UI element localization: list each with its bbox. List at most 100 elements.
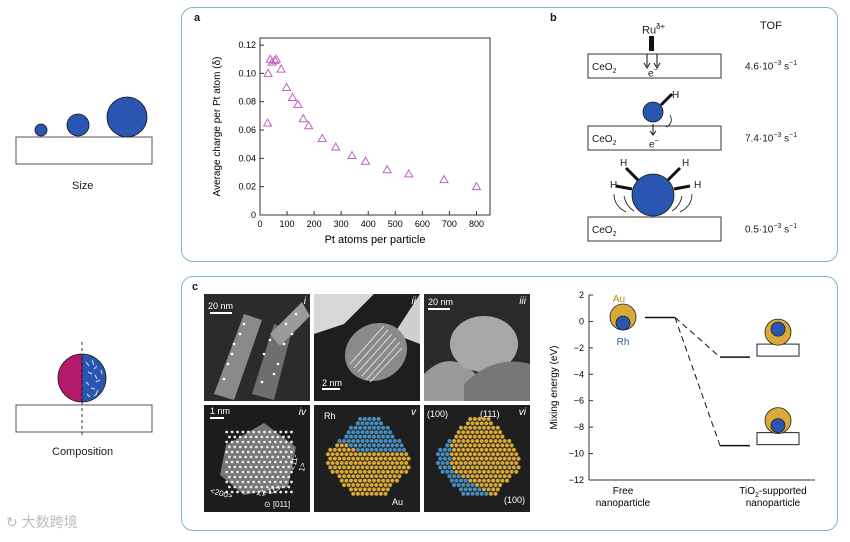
rh-atom xyxy=(435,451,441,457)
rh-atom xyxy=(442,456,448,461)
lattice-atom xyxy=(252,490,256,494)
h-label-3: H xyxy=(682,158,690,169)
au-atom xyxy=(332,456,338,461)
lattice-atom xyxy=(260,485,264,489)
rh-atom xyxy=(371,443,377,448)
lattice-atom xyxy=(276,485,280,489)
ru-label: Ruδ+ xyxy=(642,22,666,37)
au-atom xyxy=(495,460,501,466)
au-atom xyxy=(351,447,356,453)
rh-atom xyxy=(376,434,381,439)
micrograph-iii: iii 20 nm xyxy=(424,294,530,401)
rh-atom xyxy=(362,416,368,422)
lattice-atom xyxy=(241,490,245,494)
y-tick-label-a: 0.08 xyxy=(238,97,256,107)
au-atom xyxy=(369,473,374,479)
au-atom xyxy=(332,447,338,453)
au-atom xyxy=(479,429,484,435)
au-atom xyxy=(493,465,498,470)
au-atom xyxy=(513,469,519,475)
au-atom xyxy=(467,478,473,483)
data-point-a xyxy=(271,54,282,63)
au-atom xyxy=(364,465,370,470)
au-atom xyxy=(493,447,498,453)
au-atom xyxy=(344,469,349,475)
lattice-atom xyxy=(228,445,231,449)
lattice-atom xyxy=(273,430,277,434)
rh-atom xyxy=(449,469,455,475)
lattice-atom xyxy=(290,460,293,464)
au-atom xyxy=(484,482,489,488)
au-atom xyxy=(385,478,391,483)
rh-atom xyxy=(367,443,372,448)
au-atom xyxy=(374,473,379,479)
au-atom xyxy=(371,469,377,475)
au-atom xyxy=(334,451,340,457)
rh-atom xyxy=(341,438,347,444)
au-atom xyxy=(355,473,361,479)
rh-atom xyxy=(353,434,358,439)
au-atom xyxy=(339,460,345,466)
rh-atom xyxy=(360,429,365,435)
lattice-atom xyxy=(287,435,291,439)
lattice-atom xyxy=(268,490,272,494)
au-atom xyxy=(461,429,466,435)
au-atom xyxy=(403,460,409,466)
y-axis-label-c: Mixing energy (eV) xyxy=(549,346,560,430)
rh-atom xyxy=(461,482,466,488)
au-atom xyxy=(502,456,507,461)
au-atom xyxy=(495,487,501,492)
au-atom xyxy=(383,465,388,470)
rh-atom xyxy=(484,491,489,497)
h-label-5: H xyxy=(694,180,702,191)
rh-atom xyxy=(397,438,402,444)
au-atom xyxy=(486,460,491,466)
au-atom xyxy=(470,447,475,453)
au-atom xyxy=(351,456,356,461)
au-atom xyxy=(334,469,340,475)
au-atom xyxy=(509,451,514,457)
au-atom xyxy=(353,451,358,457)
lattice-atom xyxy=(228,435,231,439)
au-atom xyxy=(337,447,342,453)
lattice-atom xyxy=(225,440,229,444)
electron-label-2: e− xyxy=(649,138,659,151)
au-atom xyxy=(507,438,512,444)
lattice-atom xyxy=(263,440,266,444)
au-atom xyxy=(477,460,482,466)
x-tick-label-a: 700 xyxy=(442,219,457,229)
au-atom xyxy=(463,425,468,431)
au-atom xyxy=(399,460,404,466)
data-point-a xyxy=(262,117,273,127)
rh-atom xyxy=(357,434,363,439)
au-atom xyxy=(390,451,395,457)
lattice-atom xyxy=(273,440,277,444)
rh-atom xyxy=(474,491,480,497)
au-atom xyxy=(484,421,489,426)
rh-atom xyxy=(472,487,478,492)
au-atom xyxy=(456,438,461,444)
lattice-atom xyxy=(282,475,285,479)
au-atom xyxy=(355,456,361,461)
au-atom xyxy=(378,456,384,461)
au-atom xyxy=(325,460,331,466)
au-atom xyxy=(337,473,342,479)
lattice-atom xyxy=(238,475,242,479)
au-atom xyxy=(364,491,370,497)
au-atom xyxy=(392,465,397,470)
au-atom xyxy=(458,443,464,448)
au-atom xyxy=(484,438,489,444)
au-atom xyxy=(456,465,461,470)
au-atom xyxy=(378,482,384,488)
au-atom xyxy=(394,478,400,483)
lattice-atom xyxy=(265,485,269,489)
lattice-atom xyxy=(241,450,245,454)
zone-axis: ⊙ [011] xyxy=(264,500,291,509)
au-atom xyxy=(463,451,468,457)
lattice-atom xyxy=(265,445,269,449)
lattice-atom xyxy=(236,450,239,454)
au-atom xyxy=(351,482,356,488)
lattice-atom xyxy=(284,440,288,444)
tof-value-3: 0.5·10−3 s−1 xyxy=(745,223,798,236)
au-atom xyxy=(488,473,494,479)
